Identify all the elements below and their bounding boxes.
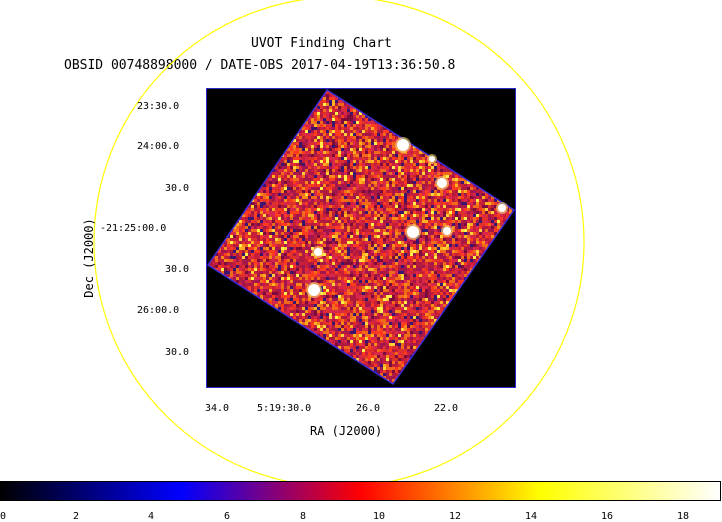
colorbar-tick-label: 2 [73,511,79,522]
image-footprint [206,88,518,388]
colorbar-tick-label: 16 [601,511,613,522]
x-tick-label: 22.0 [434,403,458,414]
y-tick-label: 30.0 [165,264,189,275]
bright-source [498,204,506,212]
y-tick-label: 30.0 [165,347,189,358]
y-tick-label: 23:30.0 [137,101,179,112]
colorbar-tick-label: 0 [0,511,6,522]
colorbar-tick-label: 14 [525,511,537,522]
x-tick-label: 34.0 [205,403,229,414]
bright-source [437,178,447,188]
bright-source [407,226,419,238]
bright-source [308,284,320,296]
colorbar-tick-label: 12 [449,511,461,522]
y-tick-label: 30.0 [165,183,189,194]
x-axis-label: RA (J2000) [310,424,382,438]
y-tick-label: 26:00.0 [137,305,179,316]
bright-source [397,139,409,151]
colorbar-tick-label: 4 [148,511,154,522]
bright-source [443,227,451,235]
bright-source [429,156,435,162]
colorbar-tick-label: 10 [373,511,385,522]
bright-source [314,248,322,256]
x-tick-label: 5:19:30.0 [257,403,311,414]
y-tick-label: -21:25:00.0 [100,223,166,234]
colorbar [0,481,721,501]
colorbar-tick-label: 8 [300,511,306,522]
colorbar-tick-label: 18 [677,511,689,522]
colorbar-tick-label: 6 [224,511,230,522]
y-axis-label: Dec (J2000) [82,218,96,297]
y-tick-label: 24:00.0 [137,141,179,152]
x-tick-label: 26.0 [356,403,380,414]
